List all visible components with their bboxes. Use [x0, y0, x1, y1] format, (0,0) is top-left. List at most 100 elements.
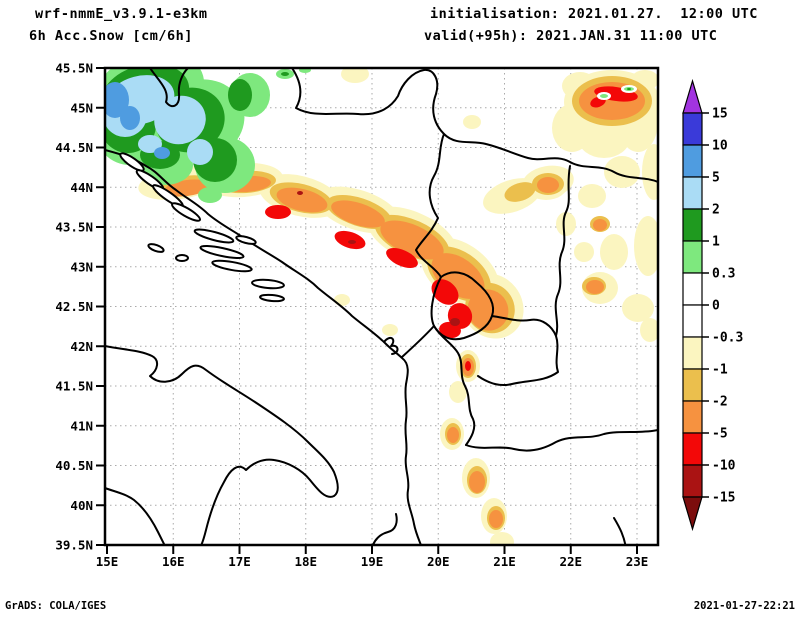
contour-blob [281, 72, 289, 76]
y-tick-label: 39.5N [55, 538, 93, 553]
x-tick-label: 18E [294, 554, 317, 569]
contour-blob [380, 220, 444, 260]
coastline-calabria [105, 487, 166, 545]
coastline-italy [105, 345, 339, 545]
contour-blob [574, 242, 594, 262]
colorbar-label: -0.3 [712, 331, 743, 346]
contour-blob [556, 212, 576, 236]
coastline-aegean [613, 517, 627, 545]
y-tick-label: 41.5N [55, 379, 93, 394]
contour-blob [297, 191, 303, 195]
adriatic-islands [119, 152, 285, 303]
colorbar-segment [682, 144, 703, 178]
contour-blob [105, 82, 129, 118]
border-bulgaria-serbia [554, 165, 571, 337]
coastline-kotor-bay [383, 336, 399, 355]
contour-blob [228, 79, 252, 111]
contour-blob [622, 294, 654, 322]
contour-region-dark-red [297, 191, 460, 326]
colorbar-under-arrow [682, 496, 703, 532]
y-tick-label: 44N [70, 180, 93, 195]
contour-blob [334, 230, 366, 250]
y-tick-label: 43N [70, 259, 93, 274]
contour-blob [331, 200, 385, 228]
colorbar-over-arrow [682, 78, 703, 114]
colorbar-segment [682, 272, 703, 306]
contour-blob [431, 279, 459, 305]
grads-credit: GrADS: COLA/IGES [5, 600, 107, 612]
colorbar-label: 5 [712, 171, 720, 186]
contour-blob [386, 247, 418, 269]
contour-blob [586, 280, 604, 294]
x-tick-label: 16E [162, 554, 185, 569]
y-tick-label: 41N [70, 418, 93, 433]
border-greece-north [465, 429, 658, 452]
contour-blob [348, 240, 356, 244]
contour-blob [469, 471, 485, 493]
y-tick-label: 40N [70, 498, 93, 513]
contour-blob [634, 216, 658, 276]
contour-blob [537, 177, 559, 193]
model-title: wrf-nmmE_v3.9.1-e3km [35, 6, 208, 22]
x-tick-label: 20E [427, 554, 450, 569]
contour-blob [154, 147, 170, 159]
contour-blob [120, 106, 140, 130]
colorbar-label: 0.3 [712, 267, 735, 282]
coastlines-and-borders [105, 68, 658, 545]
border-slovenia-croatia [149, 68, 189, 108]
border-kosovo [430, 271, 494, 341]
colorbar-segment [682, 336, 703, 370]
contour-blob [593, 219, 607, 231]
x-tick-label: 19E [361, 554, 384, 569]
contour-blob [465, 361, 471, 371]
contour-blob [154, 95, 206, 145]
contour-region-medium-blue [105, 82, 170, 159]
y-tick-label: 45N [70, 100, 93, 115]
colorbar-label: 15 [712, 107, 728, 122]
contour-blob [334, 294, 350, 306]
contour-blob [490, 532, 514, 545]
contour-blob [276, 187, 328, 213]
colorbar-label: -5 [712, 427, 728, 442]
border-macedonia [477, 315, 559, 386]
contour-blob [449, 381, 467, 403]
colorbar-label: -1 [712, 363, 728, 378]
border-drina [415, 133, 445, 278]
creation-timestamp: 2021-01-27-22:21 [693, 600, 795, 612]
x-tick-label: 23E [626, 554, 649, 569]
contour-blob [341, 68, 369, 83]
contour-blob [382, 324, 398, 336]
y-tick-label: 43.5N [55, 220, 93, 235]
colorbar-label: 10 [712, 139, 728, 154]
axis-ticks-and-labels: 45.5N 45N 44.5N 44N 43.5N 43N 42.5N 42N 41.5N 41N… [55, 61, 648, 570]
contour-blob [265, 205, 291, 219]
product-title: 6h Acc.Snow [cm/6h] [29, 28, 193, 44]
init-time: initialisation: 2021.01.27. 12:00 UTC [430, 6, 758, 22]
contour-blob [642, 144, 658, 200]
coastline-nw-greece [371, 513, 398, 545]
valid-time: valid(+95h): 2021.JAN.31 11:00 UTC [424, 28, 718, 44]
colorbar-label: 2 [712, 203, 720, 218]
contour-blob [450, 318, 460, 326]
x-tick-label: 17E [228, 554, 251, 569]
contour-blob [463, 115, 481, 129]
contour-region-tr-specks-dark [627, 88, 631, 90]
contour-blob [164, 179, 210, 197]
colorbar-segment [682, 240, 703, 274]
colorbar-label: -15 [712, 491, 735, 506]
colorbar-segment [682, 176, 703, 210]
y-tick-label: 45.5N [55, 61, 93, 76]
contour-blob [604, 156, 640, 188]
colorbar-label: 0 [712, 299, 720, 314]
colorbar-segment [682, 208, 703, 242]
colorbar-label: -10 [712, 459, 736, 474]
contour-blob [489, 510, 503, 528]
colorbar-label: -2 [712, 395, 728, 410]
x-tick-label: 15E [96, 554, 119, 569]
x-tick-label: 22E [559, 554, 582, 569]
colorbar-segment [682, 432, 703, 466]
colorbar-segment [682, 368, 703, 402]
y-tick-label: 42.5N [55, 299, 93, 314]
colorbar-segment [682, 304, 703, 338]
